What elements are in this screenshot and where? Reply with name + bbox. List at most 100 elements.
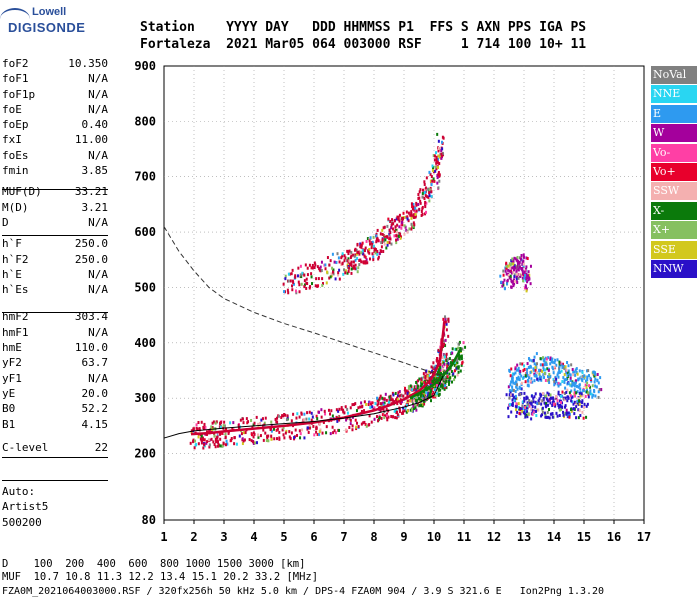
data-point [252,440,255,444]
data-point [560,369,563,373]
data-point [443,353,446,357]
data-point [361,252,364,256]
data-point [418,190,421,194]
data-point [542,396,545,400]
data-point [431,164,434,168]
data-point [435,165,438,169]
data-point [331,252,334,256]
data-point [432,170,435,174]
data-point [406,398,409,402]
data-point [547,399,550,403]
data-point [562,376,565,380]
data-point [372,255,375,259]
data-point [347,250,350,254]
data-point [425,176,428,180]
data-point [542,366,545,370]
data-point [392,393,395,397]
data-point [458,353,461,357]
data-point [225,439,228,443]
data-point [552,377,555,381]
data-point [504,269,507,273]
data-point [434,169,437,173]
data-point [578,383,581,387]
data-point [586,381,589,385]
data-point [512,278,515,282]
data-point [559,361,562,365]
data-point [280,415,283,419]
data-point [423,182,426,186]
data-point [346,263,349,267]
data-point [368,423,371,427]
data-point [337,256,340,260]
data-point [310,275,313,279]
data-point [422,191,425,195]
data-point [511,257,514,261]
data-point [203,438,206,442]
data-point [419,199,422,203]
data-point [519,257,522,261]
legend-entry: X- [651,201,697,220]
data-point [417,379,420,383]
data-point [417,193,420,197]
data-point [437,172,440,176]
param-value: 11.00 [74,133,108,147]
data-point [383,225,386,229]
data-point [539,375,542,379]
data-point [332,431,335,435]
data-point [558,360,561,364]
data-point [215,436,218,440]
data-point [443,362,446,366]
data-point [573,388,576,392]
data-point [599,376,602,380]
data-point [195,442,198,446]
data-point [535,409,538,413]
data-point [557,390,560,394]
data-point [430,190,433,194]
data-point [538,369,541,373]
data-point [415,395,418,399]
data-point [519,406,522,410]
data-point [509,274,512,278]
data-point [531,409,534,413]
data-point [523,286,526,290]
data-point [534,368,537,372]
data-point [303,283,306,287]
data-point [464,345,467,349]
data-point [415,203,418,207]
data-point [432,395,435,399]
data-point [529,365,532,369]
data-point [531,405,534,409]
data-point [351,403,354,407]
data-point [520,407,523,411]
data-point [541,369,544,373]
data-point [221,431,224,435]
data-point [545,397,548,401]
data-point [247,420,250,424]
data-point [435,158,438,162]
legend-entry: NNW [651,259,697,278]
data-point [447,317,450,321]
data-point [363,420,366,424]
data-point [522,253,525,257]
header-row1: Station YYYY DAY DDD HHMMSS P1 FFS S AXN… [140,20,587,35]
data-point [341,254,344,258]
data-point [444,384,447,388]
data-point [443,386,446,390]
data-point [454,375,457,379]
data-point [284,431,287,435]
data-point [360,405,363,409]
data-point [325,281,328,285]
data-point [295,416,298,420]
data-point [350,271,353,275]
data-point [295,291,298,295]
data-point [283,436,286,440]
data-point [433,388,436,392]
data-point [389,219,392,223]
data-point [409,213,412,217]
data-point [391,218,394,222]
data-point [380,403,383,407]
data-point [241,442,244,446]
data-point [229,421,232,425]
data-point [320,415,323,419]
data-point [210,437,213,441]
